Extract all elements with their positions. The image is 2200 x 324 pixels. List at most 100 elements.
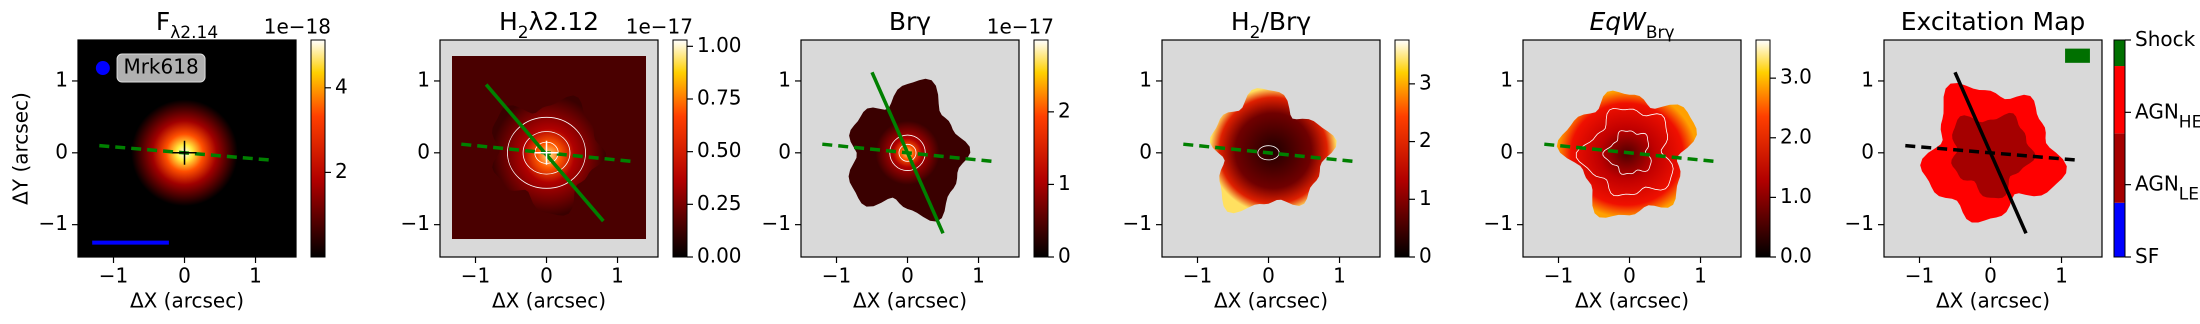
panel-title: H2λ2.12 bbox=[499, 7, 599, 43]
colorbar-band bbox=[2114, 66, 2125, 134]
colorbar-category-label-part: HE bbox=[2179, 112, 2200, 132]
offset-label: 1e−17 bbox=[987, 15, 1054, 39]
contour bbox=[889, 134, 926, 171]
panel-title-part: 2 bbox=[1250, 23, 1261, 43]
panel-title-part: λ2.14 bbox=[170, 23, 218, 43]
colorbar bbox=[1033, 39, 1049, 258]
panel-title-part: Brγ bbox=[889, 7, 931, 36]
colorbar-tick-label: 0 bbox=[1058, 244, 1071, 268]
colorbar-tick-label: 3 bbox=[1419, 70, 1432, 94]
x-tick-label: 1 bbox=[2055, 264, 2068, 288]
colorbar-category-label-part: AGN bbox=[2135, 171, 2179, 195]
contour bbox=[1575, 107, 1674, 197]
colorbar-category-label-part: SF bbox=[2135, 244, 2159, 268]
map-blob bbox=[1209, 88, 1337, 214]
panel: Mrk618 737 pc −1 0 1 −1 0 1 Fλ2.14 ΔX (arcsec) ΔY … bbox=[9, 7, 348, 313]
galaxy-label: Mrk618 bbox=[123, 55, 198, 79]
colorbar-tick-label: 2 bbox=[1419, 128, 1432, 152]
label-box bbox=[116, 53, 206, 83]
contour bbox=[507, 116, 586, 189]
y-tick-label: −1 bbox=[39, 211, 68, 235]
scale-label: 737 pc bbox=[96, 208, 164, 232]
x-tick-label: 0 bbox=[1262, 264, 1275, 288]
axes-frame bbox=[800, 39, 1020, 258]
map-image bbox=[1523, 40, 1741, 257]
x-tick-label: −1 bbox=[822, 264, 851, 288]
map-image bbox=[1162, 40, 1380, 257]
x-axis-label: ΔX (arcsec) bbox=[492, 289, 606, 313]
y-tick-label: 0 bbox=[55, 139, 68, 163]
axes-frame bbox=[1883, 39, 2103, 258]
colorbar-frame bbox=[2113, 39, 2126, 258]
x-tick-label: 1 bbox=[611, 264, 624, 288]
y-tick-label: −1 bbox=[1484, 211, 1513, 235]
y-tick-label: 0 bbox=[1861, 139, 1874, 163]
colorbar-tick-label: 0.25 bbox=[697, 191, 742, 215]
panel-title-part: /Brγ bbox=[1260, 7, 1311, 36]
colorbar-tick-label: 1 bbox=[1058, 171, 1071, 195]
colorbar-category-label: AGNLE bbox=[2135, 171, 2199, 205]
colorbar-tick-label: 0 bbox=[1419, 244, 1432, 268]
y-tick-label: 0 bbox=[778, 139, 791, 163]
x-tick-label: 0 bbox=[1984, 264, 1997, 288]
axes-frame bbox=[1522, 39, 1742, 258]
colorbar-band bbox=[2114, 40, 2125, 67]
x-axis-label: ΔX (arcsec) bbox=[853, 289, 967, 313]
x-axis-label: ΔX (arcsec) bbox=[1575, 289, 1689, 313]
colorbar-tick-label: 2.0 bbox=[1780, 124, 1812, 148]
colorbar-category-label: SF bbox=[2135, 244, 2159, 268]
x-tick-label: 0 bbox=[901, 264, 914, 288]
x-tick-label: 1 bbox=[1333, 264, 1346, 288]
pa-line bbox=[1183, 142, 1354, 164]
x-tick-label: −1 bbox=[1905, 264, 1934, 288]
offset-label: 1e−17 bbox=[626, 15, 693, 39]
x-axis-label: ΔX (arcsec) bbox=[130, 289, 244, 313]
panel-title: Excitation Map bbox=[1901, 7, 2086, 36]
y-tick-label: 0 bbox=[417, 139, 430, 163]
x-tick-label: 1 bbox=[972, 264, 985, 288]
x-tick-label: −1 bbox=[1183, 264, 1212, 288]
contour bbox=[522, 131, 571, 175]
panel: −1 0 1 −1 0 1 EqWBrγ ΔX (arcsec) 0.0 1.0 2.0 3.0 bbox=[1484, 7, 1812, 313]
y-tick-label: 1 bbox=[1861, 67, 1874, 91]
colorbar-category-label: AGNHE bbox=[2135, 99, 2200, 133]
colorbar-tick-label: 0.50 bbox=[697, 138, 742, 162]
colorbar-tick-label: 4 bbox=[335, 74, 348, 98]
contour bbox=[1602, 130, 1652, 175]
x-axis-label: ΔX (arcsec) bbox=[1214, 289, 1328, 313]
colorbar-tick-label: 0.00 bbox=[697, 244, 742, 268]
panel-title-part: 2 bbox=[518, 23, 529, 43]
y-tick-label: −1 bbox=[1123, 211, 1152, 235]
offset-label: 1e−18 bbox=[264, 15, 331, 39]
colorbar-tick-label: 1.00 bbox=[697, 33, 742, 57]
axes-frame bbox=[439, 39, 659, 258]
y-tick-label: 1 bbox=[1500, 67, 1513, 91]
axes-frame bbox=[77, 39, 297, 258]
colorbar-tick-label: 2 bbox=[335, 159, 348, 183]
map-image bbox=[1884, 40, 2102, 257]
colorbar-category-label-part: AGN bbox=[2135, 99, 2179, 123]
y-tick-label: 1 bbox=[1139, 67, 1152, 91]
galaxy-marker bbox=[95, 61, 110, 76]
colorbar-tick-label: 3.0 bbox=[1780, 65, 1812, 89]
axis-line bbox=[870, 71, 945, 234]
y-tick-label: −1 bbox=[1845, 211, 1874, 235]
x-tick-label: 0 bbox=[540, 264, 553, 288]
colorbar-tick-label: 1 bbox=[1419, 186, 1432, 210]
contour bbox=[898, 143, 917, 162]
colorbar bbox=[310, 39, 326, 258]
panel-title-part: Brγ bbox=[1646, 23, 1675, 43]
y-tick-label: 0 bbox=[1500, 139, 1513, 163]
axes-frame bbox=[1161, 39, 1381, 258]
pa-line bbox=[1544, 142, 1715, 164]
x-tick-label: −1 bbox=[461, 264, 490, 288]
panel-title-part: Excitation Map bbox=[1901, 7, 2086, 36]
colorbar-tick-label: 0.75 bbox=[697, 85, 742, 109]
y-tick-label: −1 bbox=[401, 211, 430, 235]
x-tick-label: −1 bbox=[99, 264, 128, 288]
panel-title: H2/Brγ bbox=[1231, 7, 1311, 43]
x-tick-label: 1 bbox=[249, 264, 262, 288]
